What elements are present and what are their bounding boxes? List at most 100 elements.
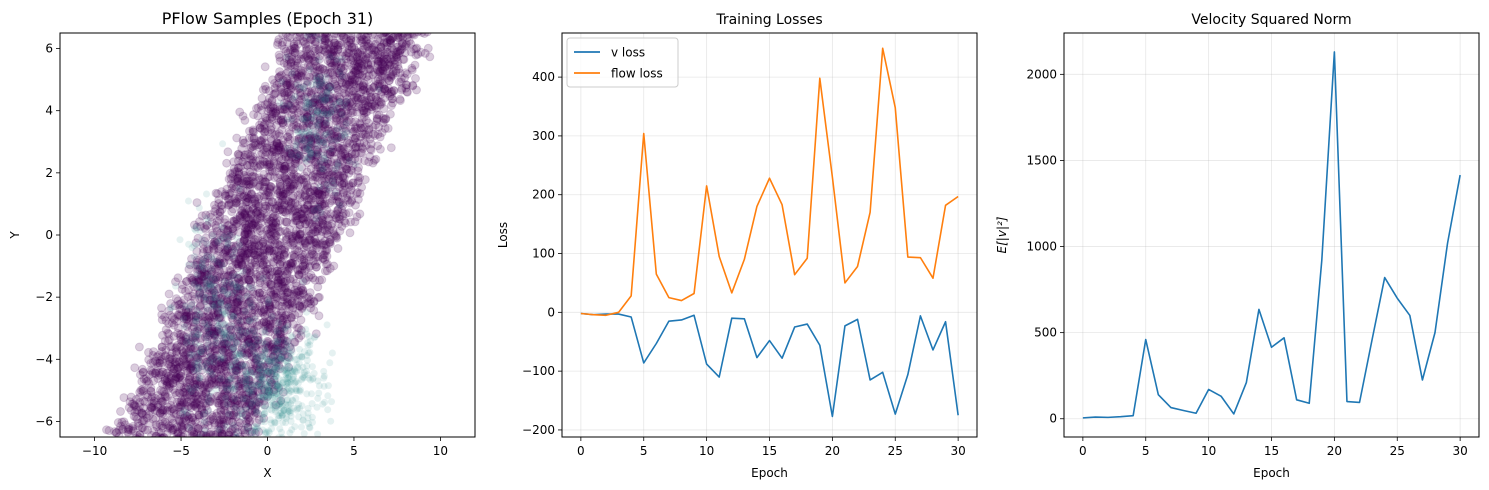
scatter-point bbox=[274, 240, 284, 250]
scatter-point bbox=[316, 118, 325, 128]
scatter-point bbox=[280, 243, 290, 253]
scatter-point bbox=[223, 400, 231, 408]
scatter-point bbox=[147, 366, 157, 376]
scatter-point bbox=[320, 198, 330, 208]
scatter-point bbox=[271, 380, 281, 390]
scatter-point bbox=[208, 415, 218, 425]
scatter-point bbox=[192, 397, 202, 407]
scatter-point bbox=[194, 276, 204, 286]
scatter-point bbox=[170, 369, 180, 378]
scatter-point bbox=[210, 327, 220, 337]
scatter-point bbox=[114, 425, 124, 435]
scatter-point bbox=[215, 327, 225, 337]
scatter-point bbox=[264, 302, 274, 312]
scatter-point bbox=[172, 372, 182, 382]
scatter-point bbox=[277, 147, 287, 157]
scatter-point bbox=[239, 236, 249, 246]
scatter-point bbox=[281, 33, 291, 39]
scatter-point bbox=[322, 107, 332, 117]
scatter-point bbox=[304, 54, 314, 64]
scatter-point bbox=[219, 334, 229, 344]
scatter-point bbox=[193, 410, 203, 420]
scatter-point bbox=[247, 172, 257, 182]
scatter-point bbox=[185, 353, 195, 363]
scatter-point bbox=[229, 241, 239, 251]
scatter-point bbox=[189, 318, 199, 327]
scatter-point bbox=[329, 33, 339, 39]
scatter-point bbox=[233, 338, 243, 347]
scatter-point bbox=[261, 113, 271, 123]
scatter-point bbox=[178, 417, 188, 427]
scatter-point bbox=[288, 33, 297, 36]
scatter-point bbox=[193, 277, 202, 287]
scatter-point bbox=[246, 237, 256, 247]
scatter-point bbox=[286, 203, 295, 213]
scatter-point bbox=[255, 213, 265, 223]
scatter-point bbox=[183, 402, 193, 411]
scatter-point bbox=[312, 215, 320, 222]
scatter-point bbox=[250, 172, 260, 182]
scatter-point bbox=[175, 416, 185, 426]
scatter-point bbox=[192, 255, 202, 265]
scatter-point bbox=[387, 43, 397, 53]
scatter-point bbox=[198, 318, 208, 328]
scatter-panel: PFlow Samples (Epoch 31) −10 −5 0 5 10−6−4−2… bbox=[8, 9, 476, 480]
scatter-point bbox=[258, 260, 268, 270]
scatter-point bbox=[342, 94, 352, 104]
scatter-point bbox=[258, 156, 268, 166]
scatter-point bbox=[180, 410, 190, 420]
scatter-point bbox=[235, 390, 245, 399]
scatter-point bbox=[333, 206, 343, 216]
scatter-point bbox=[267, 150, 276, 160]
scatter-point bbox=[302, 182, 312, 192]
scatter-point bbox=[241, 307, 249, 315]
scatter-point bbox=[304, 87, 314, 97]
scatter-point bbox=[306, 155, 316, 164]
scatter-point bbox=[119, 393, 129, 403]
scatter-point bbox=[267, 267, 277, 277]
scatter-point bbox=[179, 414, 189, 423]
scatter-point bbox=[224, 230, 234, 240]
scatter-point bbox=[340, 149, 350, 159]
scatter-point bbox=[250, 234, 260, 244]
scatter-point bbox=[285, 158, 295, 167]
scatter-point bbox=[278, 118, 288, 128]
scatter-point bbox=[252, 353, 262, 363]
scatter-point bbox=[289, 337, 299, 347]
scatter-point bbox=[300, 258, 310, 268]
scatter-point bbox=[318, 254, 328, 264]
scatter-point bbox=[171, 376, 181, 385]
scatter-point bbox=[282, 288, 292, 298]
scatter-point bbox=[116, 407, 125, 416]
scatter-point bbox=[290, 231, 300, 241]
scatter-point bbox=[155, 419, 165, 429]
scatter-point bbox=[285, 274, 295, 284]
scatter-point bbox=[276, 334, 286, 344]
scatter-point bbox=[342, 155, 352, 165]
scatter-point bbox=[201, 388, 211, 398]
scatter-point bbox=[236, 186, 246, 196]
scatter-point bbox=[281, 77, 291, 87]
scatter-point bbox=[338, 47, 348, 57]
scatter-point bbox=[351, 200, 360, 210]
scatter-point bbox=[363, 100, 373, 110]
scatter-point bbox=[187, 335, 197, 345]
scatter-point bbox=[288, 69, 296, 77]
scatter-point bbox=[312, 262, 321, 272]
scatter-point bbox=[325, 235, 335, 244]
scatter-point bbox=[189, 401, 199, 411]
scatter-point bbox=[306, 139, 316, 149]
scatter-point bbox=[293, 201, 303, 211]
scatter-point bbox=[157, 303, 166, 313]
scatter-point bbox=[219, 400, 229, 410]
scatter-point bbox=[241, 150, 250, 160]
scatter-point bbox=[217, 392, 227, 402]
scatter-point bbox=[259, 274, 267, 282]
scatter-point bbox=[236, 284, 246, 294]
scatter-point bbox=[311, 94, 321, 103]
scatter-point bbox=[352, 137, 362, 147]
scatter-point bbox=[306, 34, 316, 44]
scatter-point bbox=[170, 375, 180, 384]
scatter-point bbox=[289, 206, 299, 216]
scatter-point bbox=[237, 259, 247, 269]
